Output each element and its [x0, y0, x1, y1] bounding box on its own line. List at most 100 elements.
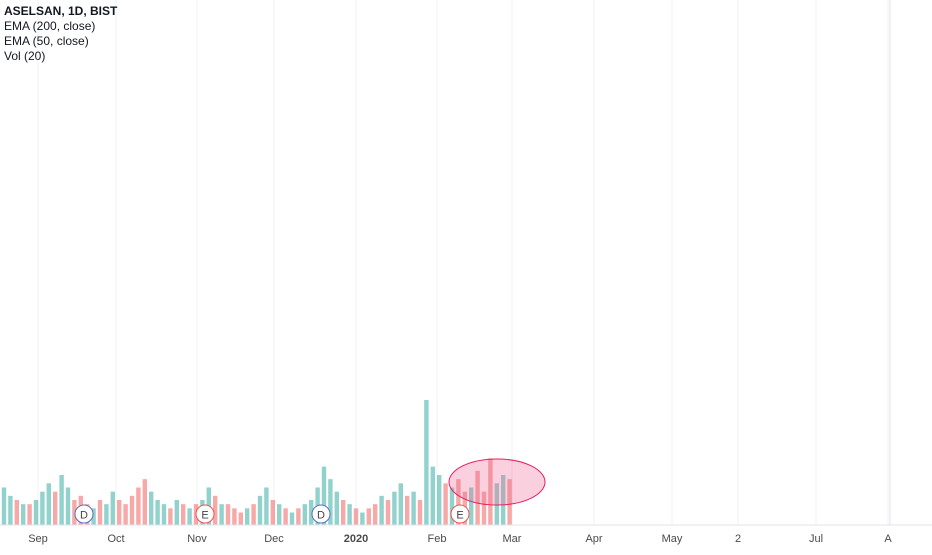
volume-bar: [366, 508, 371, 525]
x-axis-ticks: Sep Oct Nov Dec 2020 Feb Mar Apr May 2 Jul A: [28, 533, 892, 545]
volume-bar: [123, 504, 128, 525]
volume-bar: [405, 495, 410, 525]
event-marker-label: D: [317, 510, 325, 522]
volume-bar: [449, 487, 455, 525]
volume-bar: [257, 495, 263, 525]
x-tick-label: 2020: [344, 533, 368, 545]
volume-bar: [302, 504, 307, 525]
event-marker-label: E: [456, 510, 463, 522]
volume-highlight-ellipse: [448, 458, 546, 506]
volume-bar: [59, 475, 64, 525]
volume-bar: [379, 495, 384, 525]
volume-bar: [46, 483, 51, 525]
event-marker-e: E: [450, 504, 470, 524]
legend-symbol[interactable]: ASELSAN, 1D, BIST: [4, 4, 118, 18]
volume-bar: [27, 504, 32, 525]
x-tick-label: Oct: [107, 533, 124, 545]
x-tick-label: Nov: [187, 533, 207, 545]
event-marker-circle: [311, 504, 331, 524]
event-marker-label: E: [201, 510, 208, 522]
volume-bar: [328, 479, 333, 525]
volume-bar: [65, 487, 71, 525]
volume-bar: [456, 479, 461, 525]
volume-bar: [488, 458, 493, 525]
volume-bar: [430, 466, 435, 525]
volume-bar: [347, 504, 352, 525]
volume-bar: [424, 400, 429, 525]
volume-bar: [33, 500, 39, 525]
grid-lines: [37, 0, 889, 525]
volume-bar: [142, 479, 147, 525]
event-marker-label: D: [80, 510, 88, 522]
volume-bar: [296, 508, 301, 525]
volume-bar: [232, 508, 237, 525]
volume-bar: [91, 508, 96, 525]
legend-ema200[interactable]: EMA (200, close): [4, 19, 96, 33]
x-tick-label: 2: [735, 533, 741, 545]
volume-bar: [385, 500, 391, 525]
volume-bar: [283, 508, 288, 525]
volume-bar: [398, 483, 403, 525]
volume-bar: [353, 508, 359, 525]
volume-bar: [117, 500, 122, 525]
legend-ema50[interactable]: EMA (50, close): [4, 34, 89, 48]
event-marker-d: D: [311, 504, 331, 524]
volume-bar: [437, 475, 442, 525]
volume-bar: [129, 495, 135, 525]
x-tick-label: Dec: [264, 533, 284, 545]
volume-bar: [494, 483, 499, 525]
volume-bar: [219, 504, 224, 525]
volume-bar: [373, 504, 378, 525]
volume-bar: [469, 487, 474, 525]
volume-bar: [443, 483, 448, 525]
volume-bar: [136, 487, 141, 525]
legend-vol[interactable]: Vol (20): [4, 49, 46, 63]
x-tick-label: Sep: [28, 533, 48, 545]
x-tick-label: May: [662, 533, 683, 545]
volume-bar: [251, 504, 256, 525]
event-marker-circle: [195, 504, 215, 524]
volume-bar: [341, 500, 346, 525]
volume-bar: [501, 475, 506, 525]
volume-bar: [321, 466, 327, 525]
volume-bar: [334, 491, 339, 525]
volume-bar: [225, 504, 231, 525]
volume-bar: [168, 508, 173, 525]
volume-bar: [392, 491, 397, 525]
event-marker-d: D: [74, 504, 94, 524]
x-tick-label: Mar: [503, 533, 522, 545]
volume-bar: [411, 491, 416, 525]
x-tick-label: Jul: [809, 533, 823, 545]
volume-bar: [475, 470, 480, 525]
volume-bar: [72, 500, 77, 525]
volume-bar: [1, 487, 7, 525]
volume-bar: [174, 500, 179, 525]
x-tick-label: A: [884, 533, 892, 545]
volume-bar: [270, 500, 275, 525]
volume-bar: [14, 500, 19, 525]
event-marker-circle: [450, 504, 470, 524]
chart-legend: ASELSAN, 1D, BIST EMA (200, close) EMA (…: [4, 4, 117, 64]
event-marker-e: E: [195, 504, 215, 524]
volume-bar: [40, 491, 45, 525]
volume-bar: [289, 512, 295, 525]
volume-bar: [187, 508, 192, 525]
volume-bar: [277, 504, 282, 525]
x-tick-label: Apr: [585, 533, 602, 545]
volume-bar: [181, 504, 186, 525]
event-marker-circle: [74, 504, 94, 524]
volume-bar: [481, 491, 487, 525]
volume-bar: [161, 504, 167, 525]
volume-bars: [1, 400, 512, 525]
volume-bar: [264, 487, 269, 525]
volume-bar: [213, 495, 218, 525]
volume-bar: [53, 491, 58, 525]
x-tick-label: Feb: [428, 533, 447, 545]
volume-bar: [238, 512, 243, 525]
volume-bar: [417, 500, 423, 525]
volume-bar: [149, 491, 154, 525]
volume-bar: [104, 504, 109, 525]
volume-bar: [110, 491, 115, 525]
